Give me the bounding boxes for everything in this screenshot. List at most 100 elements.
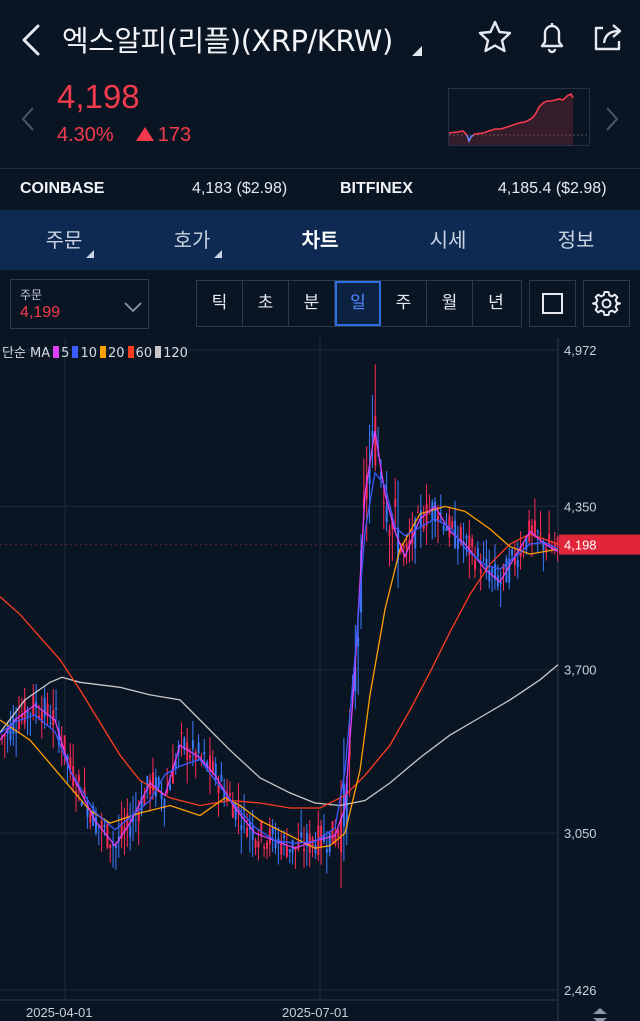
change-percent: 4.30%: [57, 124, 114, 146]
candle-body: [451, 521, 454, 528]
period-day[interactable]: 일: [335, 281, 381, 326]
candle-body: [52, 709, 55, 725]
tab-label: 정보: [557, 228, 595, 252]
title-dropdown-caret-icon[interactable]: [412, 46, 422, 56]
star-icon[interactable]: [476, 18, 514, 56]
candle-body: [491, 568, 494, 574]
period-year[interactable]: 년: [488, 293, 504, 313]
candle-body: [288, 848, 291, 853]
candle-body: [328, 832, 331, 853]
previous-coin-arrow-icon[interactable]: [18, 104, 38, 134]
tab-info[interactable]: 정보: [512, 210, 640, 270]
period-week[interactable]: 주: [381, 281, 427, 326]
candle-body: [186, 742, 189, 761]
period-selector: 틱 초 분 일 주 월 년: [196, 280, 522, 327]
period-tick[interactable]: 틱: [197, 281, 243, 326]
candle-body: [18, 719, 20, 730]
exchange-price-strip: COINBASE 4,183 ($2.98) BITFINEX 4,185.4 …: [0, 168, 640, 210]
candle-body: [434, 501, 437, 523]
candle-body: [334, 833, 337, 845]
tab-chart[interactable]: 차트: [256, 210, 384, 270]
candle-body: [502, 564, 505, 571]
candle-body: [260, 821, 263, 835]
candle-body: [163, 799, 166, 809]
change-amount: 173: [157, 124, 192, 146]
candle-body: [496, 575, 499, 587]
candle-body: [83, 787, 86, 797]
bell-icon[interactable]: [533, 18, 571, 56]
candle-body: [485, 558, 488, 570]
current-price-tag: [559, 534, 640, 555]
candle-body: [146, 776, 149, 790]
candle-body: [120, 823, 123, 839]
candle-body: [248, 821, 251, 830]
candle-body: [69, 757, 72, 770]
candle-body: [157, 777, 160, 788]
page-title[interactable]: 엑스알피(리플)(XRP/KRW): [62, 24, 393, 58]
top-bar: 엑스알피(리플)(XRP/KRW): [0, 0, 640, 78]
candle-body: [112, 843, 115, 846]
share-icon[interactable]: [589, 18, 627, 56]
candle-body: [197, 742, 200, 753]
candle-body: [340, 817, 343, 853]
candle-body: [536, 530, 539, 532]
fullscreen-square-button[interactable]: [529, 280, 576, 327]
candle-body: [457, 539, 459, 549]
y-axis-tick-label: 4,350: [564, 499, 597, 514]
candle-body: [271, 827, 274, 835]
order-type-select[interactable]: 주문 4,199: [10, 279, 149, 329]
tab-market-price[interactable]: 시세: [384, 210, 512, 270]
tab-label: 시세: [429, 228, 467, 252]
gear-icon[interactable]: [583, 280, 630, 327]
ma-legend: 단순 MA 5 10 20 60 120: [2, 342, 188, 361]
candle-body: [303, 848, 305, 852]
candle-body: [305, 833, 308, 847]
period-minute[interactable]: 분: [289, 281, 335, 326]
next-coin-arrow-icon[interactable]: [602, 104, 622, 134]
candle-body: [240, 824, 243, 830]
tab-label: 주문: [45, 228, 83, 252]
candlestick-chart-canvas[interactable]: 4,972 4,350 3,700 3,050 2,426 4,198 2025-04-01…: [0, 338, 640, 1021]
candle-body: [337, 830, 340, 837]
candle-body: [229, 793, 231, 796]
mini-price-chart[interactable]: [448, 88, 590, 146]
candle-body: [137, 811, 140, 821]
price-change: 4.30% 173: [57, 124, 191, 147]
candle-body: [103, 824, 106, 828]
candle-body: [40, 712, 43, 724]
candle-body: [439, 512, 442, 515]
candle-body: [38, 715, 40, 719]
period-month[interactable]: 월: [427, 281, 473, 326]
ma-swatch: [155, 346, 162, 358]
candle-body: [251, 826, 254, 840]
candle-body: [531, 525, 533, 534]
candle-body: [320, 825, 323, 848]
candle-body: [499, 581, 502, 585]
candle-body: [345, 782, 348, 828]
resize-handle-icon[interactable]: [593, 1008, 607, 1021]
price-chart[interactable]: 단순 MA 5 10 20 60 120 4,972 4,350 3,700 3,050 2,42…: [0, 338, 640, 1021]
period-second[interactable]: 초: [243, 281, 289, 326]
back-arrow-icon[interactable]: [14, 20, 50, 60]
tab-order[interactable]: 주문: [0, 210, 128, 270]
candle-body: [89, 813, 92, 823]
candle-body: [417, 511, 419, 513]
candle-body: [46, 703, 49, 716]
candle-body: [431, 502, 434, 520]
candle-body: [115, 844, 117, 849]
candle-body: [274, 841, 277, 849]
candle-body: [172, 765, 174, 784]
candle-body: [43, 697, 46, 717]
candle-body: [445, 527, 448, 532]
candle-body: [283, 835, 286, 838]
candle-body: [174, 761, 177, 770]
ma-legend-title: 단순 MA: [2, 346, 51, 361]
candle-body: [160, 792, 163, 800]
ma-legend-label: 60: [135, 346, 153, 361]
candle-body: [314, 844, 317, 854]
candle-body: [474, 560, 476, 570]
candle-body: [194, 751, 197, 762]
candle-body: [60, 742, 63, 749]
candle-body: [385, 507, 388, 523]
tab-orderbook[interactable]: 호가: [128, 210, 256, 270]
